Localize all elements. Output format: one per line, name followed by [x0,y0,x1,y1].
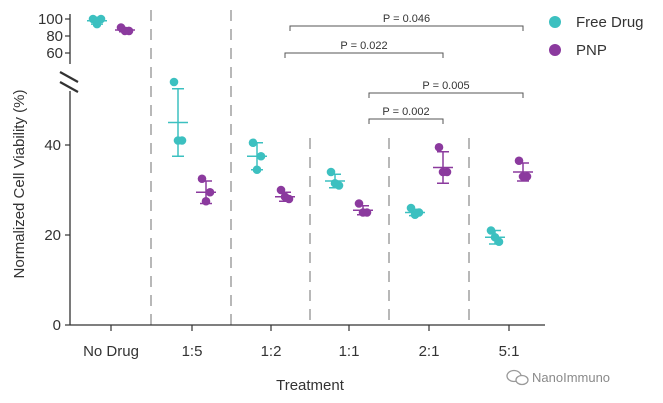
x-tick-label-0: No Drug [83,343,139,360]
bracket-line-0 [289,25,524,31]
x-tick-label-3: 1:1 [339,343,360,360]
data-point-4-0 [434,142,444,152]
watermark-label: NanoImmuno [532,370,610,385]
y-axis-title: Normalized Cell Viability (%) [11,90,28,279]
legend-marker-1 [549,44,561,56]
category-separators [150,10,470,325]
legend: Free Drug PNP [549,14,644,59]
bracket-line-3 [368,118,444,124]
axis-break-mark-lower [59,81,79,93]
data-point-1-1 [205,187,215,197]
watermark: NanoImmuno [506,369,610,386]
data-point-4-2 [438,167,448,177]
wechat-icon [506,369,529,386]
series-pnp [115,23,533,217]
data-point-3-2 [358,208,368,217]
y-tick-label-60: 60 [46,45,63,62]
y-tick-label-0: 0 [53,317,61,334]
data-point-2-2 [280,192,290,202]
bracket-line-1 [284,52,444,58]
data-point-0-2 [120,26,130,36]
data-point-2-2 [252,165,262,175]
y-tick-label-80: 80 [46,28,63,45]
significance-bracket-0: P = 0.046 [289,13,524,31]
x-axis-title: Treatment [276,377,345,394]
data-point-3-0 [326,167,336,177]
legend-label-0: Free Drug [576,14,644,31]
data-point-3-0 [354,199,364,208]
y-tick-label-20: 20 [44,227,61,244]
data-point-5-0 [514,156,524,166]
x-tick-label-1: 1:5 [182,343,203,360]
x-tick-label-4: 2:1 [419,343,440,360]
data-point-5-2 [490,232,500,242]
significance-brackets: P = 0.046 P = 0.022 P = 0.005 P = 0.002 [284,13,524,124]
legend-marker-0 [549,16,561,28]
data-point-2-1 [256,151,266,161]
data-point-3-2 [330,178,340,188]
significance-bracket-1: P = 0.022 [284,40,444,58]
bracket-line-2 [368,92,524,98]
data-point-1-0 [169,77,179,87]
x-tick-label-5: 5:1 [499,343,520,360]
significance-bracket-2: P = 0.005 [368,80,524,98]
data-point-0-2 [92,19,102,29]
bracket-label-3: P = 0.002 [382,106,429,118]
data-series [87,14,533,247]
y-tick-label-100: 100 [38,11,63,28]
data-point-2-0 [248,138,258,148]
axis-break-mark-upper [59,71,79,83]
series-free-drug [87,14,505,247]
legend-label-1: PNP [576,42,607,59]
data-point-4-2 [410,210,420,220]
data-point-4-0 [406,203,416,213]
data-point-5-2 [518,172,528,181]
data-point-1-0 [197,174,207,184]
y-tick-label-40: 40 [44,137,61,154]
data-point-1-2 [173,136,183,145]
bracket-label-1: P = 0.022 [340,40,387,52]
x-tick-label-2: 1:2 [261,343,282,360]
bracket-label-2: P = 0.005 [422,80,469,92]
data-point-1-2 [201,196,211,206]
data-point-5-0 [486,226,496,235]
bracket-label-0: P = 0.046 [383,13,430,25]
data-point-2-0 [276,185,286,195]
significance-bracket-3: P = 0.002 [368,106,444,124]
